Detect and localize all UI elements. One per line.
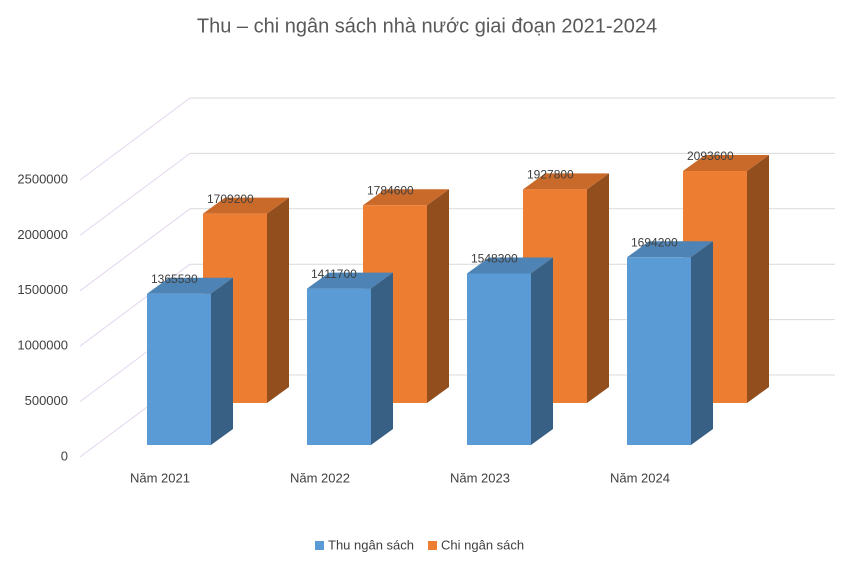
bar [627, 257, 691, 445]
bar-top [307, 272, 393, 289]
bar-top [627, 241, 713, 258]
data-label: 1411700 [311, 267, 357, 281]
bar [467, 273, 531, 445]
x-tick-label: Năm 2021 [130, 470, 190, 485]
x-tick-label: Năm 2023 [450, 470, 510, 485]
bar-side [371, 272, 393, 445]
bar-side [267, 197, 289, 403]
data-label: 1548300 [471, 252, 518, 266]
y-tick-label: 500000 [25, 393, 68, 408]
bar [147, 293, 211, 445]
data-label: 1694200 [631, 235, 678, 249]
x-tick-label: Năm 2024 [610, 470, 670, 485]
bar-side [691, 241, 713, 445]
bar-side [587, 173, 609, 403]
data-label: 2093600 [687, 149, 734, 163]
bar-top [523, 173, 609, 190]
bar-side [427, 189, 449, 403]
data-label: 1709200 [207, 192, 254, 206]
bar-top [147, 277, 233, 294]
y-tick-label: 1000000 [17, 338, 68, 353]
legend-label: Thu ngân sách [328, 537, 414, 552]
y-tick-label: 0 [61, 448, 68, 463]
bar-top [203, 197, 289, 214]
y-tick-label: 1500000 [17, 282, 68, 297]
bar [307, 288, 371, 445]
data-label: 1784600 [367, 183, 414, 197]
chart-title: Thu – chi ngân sách nhà nước giai đoạn 2… [197, 15, 657, 37]
x-tick-label: Năm 2022 [290, 470, 350, 485]
y-tick-label: 2000000 [17, 227, 68, 242]
data-label: 1927800 [527, 168, 574, 182]
data-label: 1365530 [151, 272, 198, 286]
legend-swatch [428, 541, 438, 550]
bar-top [363, 189, 449, 206]
side-grid-line [79, 152, 191, 236]
bar-top [467, 257, 553, 274]
legend-swatch [315, 541, 324, 550]
bar-side [531, 257, 553, 445]
legend-label: Chi ngân sách [441, 537, 524, 552]
bar-top [683, 155, 769, 172]
y-tick-label: 2500000 [17, 171, 68, 186]
bar-side [211, 277, 233, 445]
side-grid-line [79, 97, 191, 181]
side-grid-line [79, 208, 191, 292]
bar-side [747, 155, 769, 403]
